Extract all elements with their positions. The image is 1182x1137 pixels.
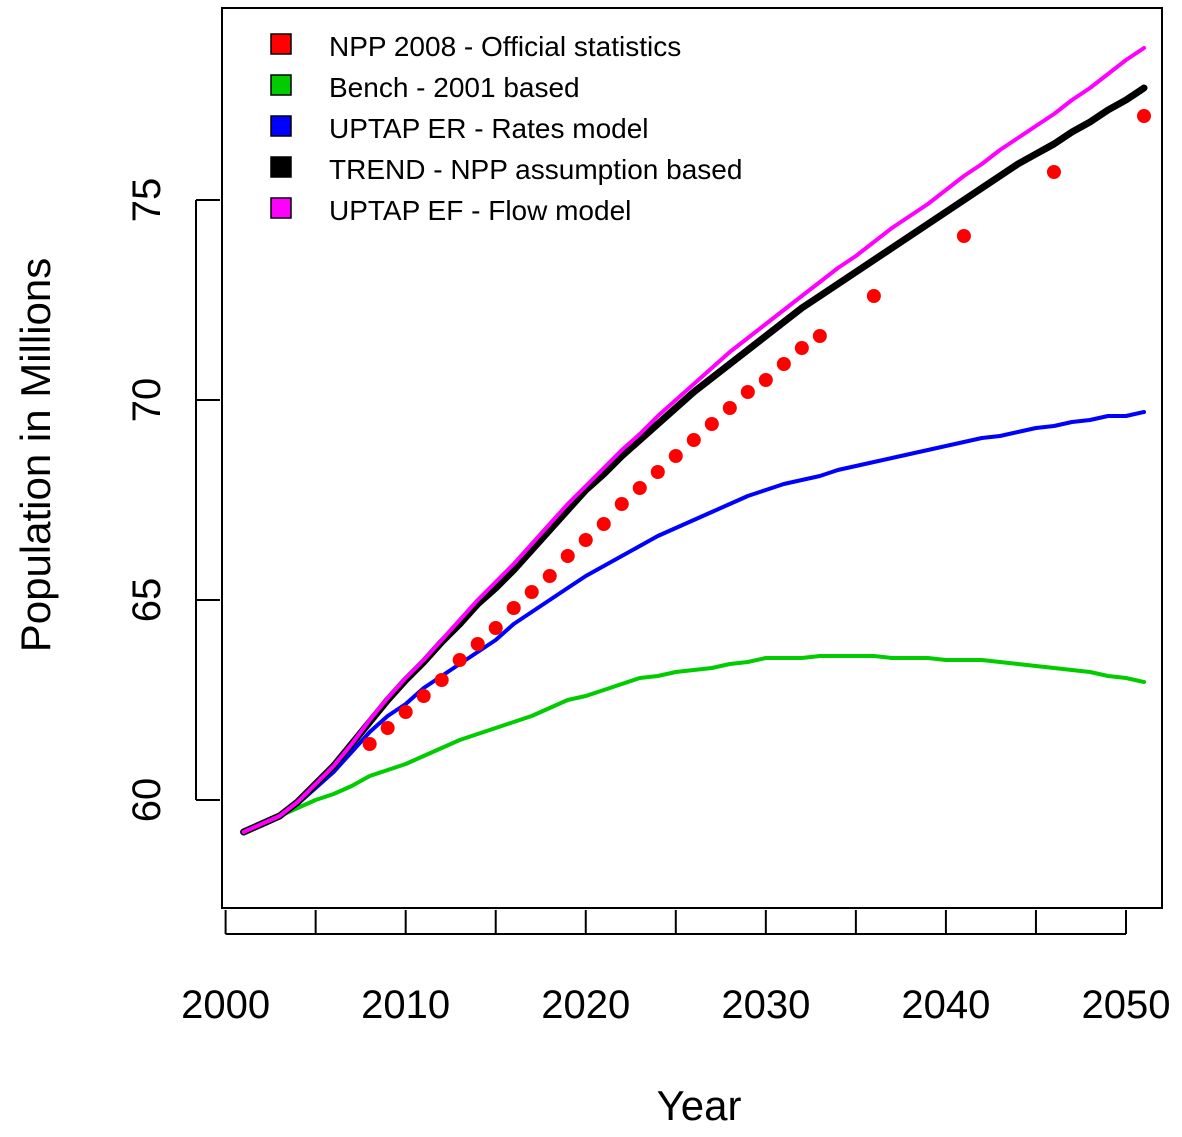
data-point (704, 417, 719, 431)
data-point (668, 449, 683, 463)
legend-label: UPTAP EF - Flow model (329, 195, 631, 226)
legend-swatch (270, 156, 292, 178)
data-point (524, 585, 539, 599)
series-line (241, 654, 1146, 834)
data-point (812, 329, 827, 343)
x-tick-label: 2020 (541, 983, 630, 1027)
legend-swatch (270, 115, 292, 137)
data-point (578, 533, 593, 547)
data-point (632, 481, 647, 495)
data-point (452, 653, 467, 667)
x-axis: 2000 2010 2020 2030 2040 2050 (181, 910, 1170, 1027)
legend-swatch (270, 74, 292, 96)
y-tick-label: 70 (125, 378, 169, 423)
series-layer (240, 46, 1151, 836)
data-point (416, 689, 431, 703)
x-tick-label: 2050 (1081, 983, 1170, 1027)
series-line (241, 410, 1146, 834)
data-point (776, 357, 791, 371)
data-point (560, 549, 575, 563)
data-point (398, 705, 413, 719)
data-point (434, 673, 449, 687)
x-axis-title: Year (657, 1082, 742, 1129)
legend-swatch (270, 33, 292, 55)
series-line (241, 46, 1146, 834)
data-point (866, 289, 881, 303)
data-point (722, 401, 737, 415)
data-point (758, 373, 773, 387)
legend-label: UPTAP ER - Rates model (329, 113, 649, 144)
y-axis: 60 65 70 75 (125, 178, 220, 823)
data-point (470, 637, 485, 651)
legend: NPP 2008 - Official statistics Bench - 20… (270, 31, 742, 226)
legend-label: Bench - 2001 based (329, 72, 580, 103)
data-point (542, 569, 557, 583)
data-point (1046, 165, 1061, 179)
y-tick-label: 65 (125, 578, 169, 623)
legend-label: NPP 2008 - Official statistics (329, 31, 681, 62)
data-point (596, 517, 611, 531)
data-point (506, 601, 521, 615)
data-point (650, 465, 665, 479)
data-point (794, 341, 809, 355)
legend-swatch (270, 197, 292, 219)
y-tick-label: 75 (125, 178, 169, 223)
x-tick-label: 2010 (361, 983, 450, 1027)
data-point (740, 385, 755, 399)
y-axis-title: Population in Millions (12, 258, 59, 653)
data-point (614, 497, 629, 511)
y-tick-label: 60 (125, 778, 169, 823)
data-point (686, 433, 701, 447)
data-point (956, 229, 971, 243)
data-point (380, 721, 395, 735)
x-tick-label: 2040 (901, 983, 990, 1027)
legend-label: TREND - NPP assumption based (329, 154, 742, 185)
plot-frame (221, 7, 1163, 909)
data-point (488, 621, 503, 635)
x-tick-label: 2030 (721, 983, 810, 1027)
x-tick-label: 2000 (181, 983, 270, 1027)
data-point (1136, 109, 1151, 123)
data-point (362, 737, 377, 751)
